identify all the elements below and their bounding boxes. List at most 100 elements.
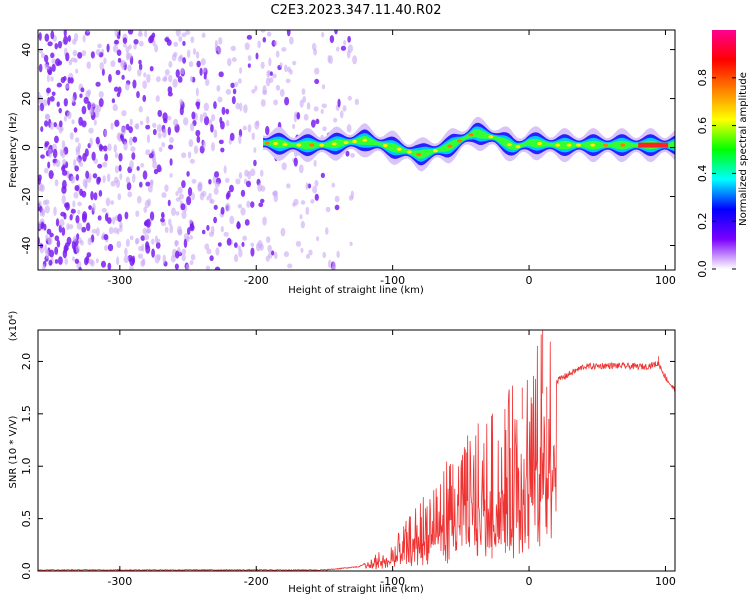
noise-speckle — [289, 36, 294, 45]
noise-speckle — [186, 49, 191, 58]
noise-speckle — [230, 82, 235, 89]
colorbar-tick-label: 0.8 — [696, 69, 709, 87]
noise-speckle — [76, 222, 82, 230]
noise-speckle — [251, 89, 256, 94]
noise-speckle — [114, 39, 120, 45]
noise-speckle — [284, 64, 288, 73]
noise-speckle — [47, 41, 53, 47]
noise-speckle — [92, 173, 98, 179]
x-tick-label: 0 — [526, 274, 533, 287]
noise-speckle — [48, 148, 52, 158]
noise-speckle — [209, 197, 213, 204]
noise-speckle — [116, 256, 120, 266]
noise-speckle — [262, 85, 267, 94]
noise-speckle — [103, 233, 109, 241]
noise-speckle — [121, 110, 127, 117]
y-tick-label: -40 — [20, 237, 33, 255]
noise-speckle — [205, 78, 210, 87]
noise-speckle — [135, 237, 140, 244]
noise-speckle — [73, 58, 78, 63]
noise-speckle — [244, 169, 249, 177]
noise-speckle — [81, 105, 87, 115]
noise-speckle — [322, 126, 327, 132]
noise-speckle — [164, 184, 169, 192]
snr-y-ticks: 0.0 0.5 1.0 1.5 2.0 — [20, 353, 675, 580]
noise-speckle — [55, 58, 61, 67]
noise-speckle — [121, 60, 127, 66]
noise-speckle — [303, 113, 309, 121]
noise-speckle — [53, 122, 57, 128]
noise-speckle — [260, 99, 266, 107]
colorbar-tick-label: 0.4 — [696, 165, 709, 183]
noise-speckle — [175, 69, 180, 78]
spectrogram-x-ticks: -300 -200 -100 0 100 — [107, 30, 676, 287]
noise-speckle — [101, 68, 105, 76]
noise-speckle — [117, 193, 122, 201]
noise-speckle — [38, 63, 43, 73]
y-tick-label: 1.5 — [20, 405, 33, 423]
ridge-mid — [263, 126, 675, 162]
noise-speckle — [46, 87, 51, 94]
noise-speckle — [95, 136, 100, 145]
noise-speckle — [245, 180, 252, 188]
noise-speckle — [157, 109, 163, 118]
noise-speckle — [132, 173, 136, 183]
noise-speckle — [187, 151, 192, 159]
noise-speckle — [275, 50, 280, 58]
noise-speckle — [149, 65, 154, 72]
noise-speckle — [229, 215, 235, 225]
noise-speckle — [155, 95, 160, 102]
noise-speckle — [181, 180, 186, 189]
noise-speckle — [79, 93, 83, 98]
noise-speckle — [305, 253, 311, 259]
noise-speckle — [235, 102, 240, 110]
noise-speckle — [61, 227, 66, 236]
snr-panel: -300 -200 -100 0 100 0.0 0.5 1.0 1.5 2.0 Height … — [8, 311, 676, 595]
noise-speckle — [146, 134, 151, 144]
noise-speckle — [155, 242, 161, 249]
noise-speckle — [195, 129, 201, 137]
noise-speckle — [295, 240, 302, 247]
noise-speckle — [136, 90, 140, 99]
noise-speckle — [204, 243, 210, 251]
noise-speckle — [57, 40, 63, 49]
ridge-hotspot — [447, 144, 453, 148]
noise-speckle — [313, 48, 318, 56]
noise-speckle — [40, 154, 45, 159]
noise-speckle — [135, 210, 140, 217]
noise-speckle — [247, 124, 252, 133]
noise-speckle — [246, 34, 253, 40]
noise-speckle — [253, 147, 257, 154]
ridge-hotspot — [620, 143, 626, 147]
noise-speckle — [145, 149, 151, 156]
noise-speckle — [85, 170, 90, 179]
noise-speckle — [44, 114, 50, 120]
noise-speckle — [273, 99, 278, 106]
noise-speckle — [265, 255, 270, 262]
snr-frame — [37, 329, 676, 572]
noise-speckle — [82, 34, 86, 43]
noise-speckle — [116, 241, 122, 248]
spectrogram-xlabel: Height of straight line (km) — [288, 285, 424, 296]
noise-speckle — [172, 78, 178, 88]
noise-speckle — [54, 235, 60, 242]
noise-speckle — [213, 204, 218, 210]
noise-speckle — [71, 240, 76, 250]
x-tick-label: -100 — [380, 575, 405, 588]
noise-speckle — [142, 170, 148, 180]
noise-speckle — [292, 202, 296, 207]
noise-speckle — [181, 152, 187, 159]
noise-speckle — [74, 137, 80, 143]
noise-speckle — [183, 238, 188, 248]
noise-speckle — [117, 86, 122, 94]
noise-speckle — [233, 242, 238, 248]
noise-speckle — [268, 57, 272, 67]
noise-speckle — [161, 141, 166, 148]
noise-speckle — [114, 165, 120, 174]
noise-speckle — [225, 88, 232, 95]
noise-speckle — [70, 208, 76, 214]
noise-speckle — [129, 235, 134, 241]
noise-speckle — [88, 258, 94, 265]
ridge-hotspot — [264, 141, 270, 145]
noise-speckle — [188, 219, 193, 224]
